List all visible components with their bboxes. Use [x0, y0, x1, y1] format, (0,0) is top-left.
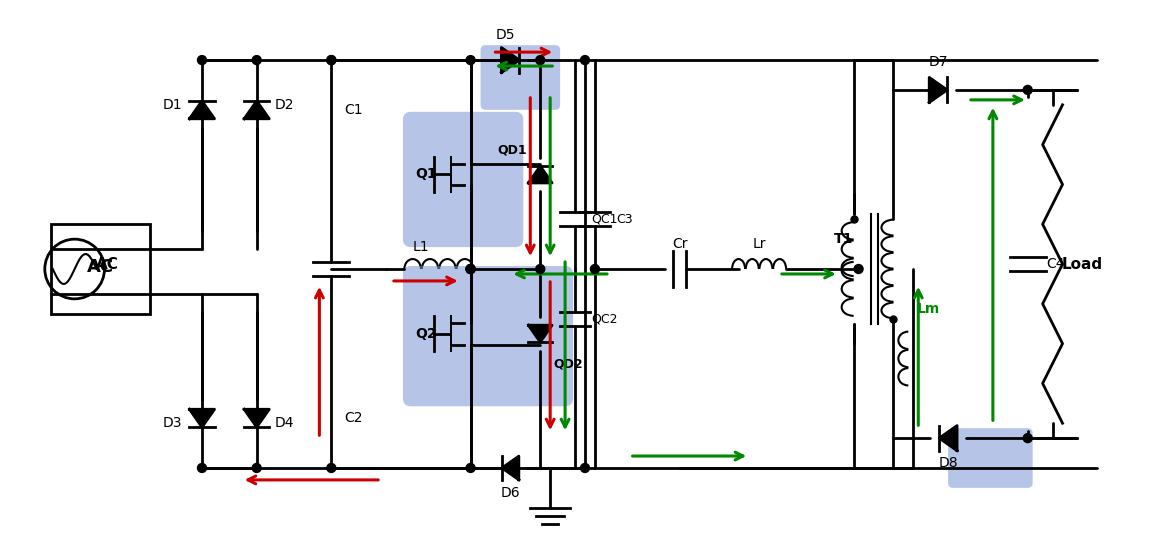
- Text: Cr: Cr: [672, 237, 687, 251]
- Text: Lr: Lr: [752, 237, 766, 251]
- Circle shape: [466, 464, 475, 473]
- Polygon shape: [529, 166, 552, 183]
- Circle shape: [326, 56, 336, 65]
- FancyBboxPatch shape: [948, 428, 1033, 488]
- FancyBboxPatch shape: [481, 45, 560, 110]
- Text: C4: C4: [1046, 257, 1065, 271]
- Text: D5: D5: [496, 28, 515, 42]
- Polygon shape: [529, 325, 552, 342]
- Circle shape: [1024, 86, 1032, 94]
- Polygon shape: [502, 47, 519, 73]
- Text: D8: D8: [938, 456, 958, 470]
- Polygon shape: [245, 409, 269, 427]
- Circle shape: [466, 265, 475, 273]
- Circle shape: [591, 265, 599, 273]
- Circle shape: [253, 464, 261, 473]
- Circle shape: [326, 56, 336, 65]
- Polygon shape: [502, 456, 518, 480]
- Polygon shape: [190, 409, 214, 427]
- Circle shape: [580, 56, 590, 65]
- Text: D7: D7: [929, 55, 948, 69]
- Text: D6: D6: [501, 486, 521, 500]
- Text: C1: C1: [344, 103, 363, 117]
- Text: D3: D3: [163, 416, 181, 430]
- Polygon shape: [940, 426, 957, 451]
- Circle shape: [198, 56, 206, 65]
- Polygon shape: [245, 101, 269, 119]
- Text: D2: D2: [275, 98, 295, 112]
- Text: Lm: Lm: [916, 302, 940, 316]
- Circle shape: [326, 464, 336, 473]
- Text: QD2: QD2: [553, 357, 583, 370]
- Text: Q1: Q1: [415, 168, 436, 182]
- Circle shape: [253, 56, 261, 65]
- Circle shape: [466, 265, 475, 273]
- Circle shape: [466, 56, 475, 65]
- Circle shape: [536, 265, 545, 273]
- Text: Q2: Q2: [415, 327, 436, 341]
- FancyBboxPatch shape: [402, 266, 573, 406]
- Text: T1: T1: [834, 232, 853, 246]
- Circle shape: [466, 265, 475, 273]
- Circle shape: [1024, 434, 1032, 443]
- Circle shape: [198, 464, 206, 473]
- Text: QC2: QC2: [592, 312, 618, 325]
- Text: L1: L1: [413, 240, 429, 254]
- Bar: [50, 224, 150, 314]
- Text: D4: D4: [275, 416, 295, 430]
- Polygon shape: [190, 101, 214, 119]
- Text: QC1: QC1: [592, 213, 618, 226]
- Circle shape: [536, 56, 545, 65]
- Text: C3: C3: [617, 213, 633, 226]
- Text: C2: C2: [344, 411, 363, 425]
- Circle shape: [580, 464, 590, 473]
- Text: QD1: QD1: [497, 143, 528, 156]
- Text: AC: AC: [87, 258, 113, 276]
- Polygon shape: [929, 78, 948, 102]
- Text: D1: D1: [163, 98, 183, 112]
- FancyBboxPatch shape: [402, 112, 523, 247]
- Circle shape: [854, 265, 863, 273]
- Text: AC: AC: [96, 257, 119, 272]
- Text: Load: Load: [1062, 257, 1103, 272]
